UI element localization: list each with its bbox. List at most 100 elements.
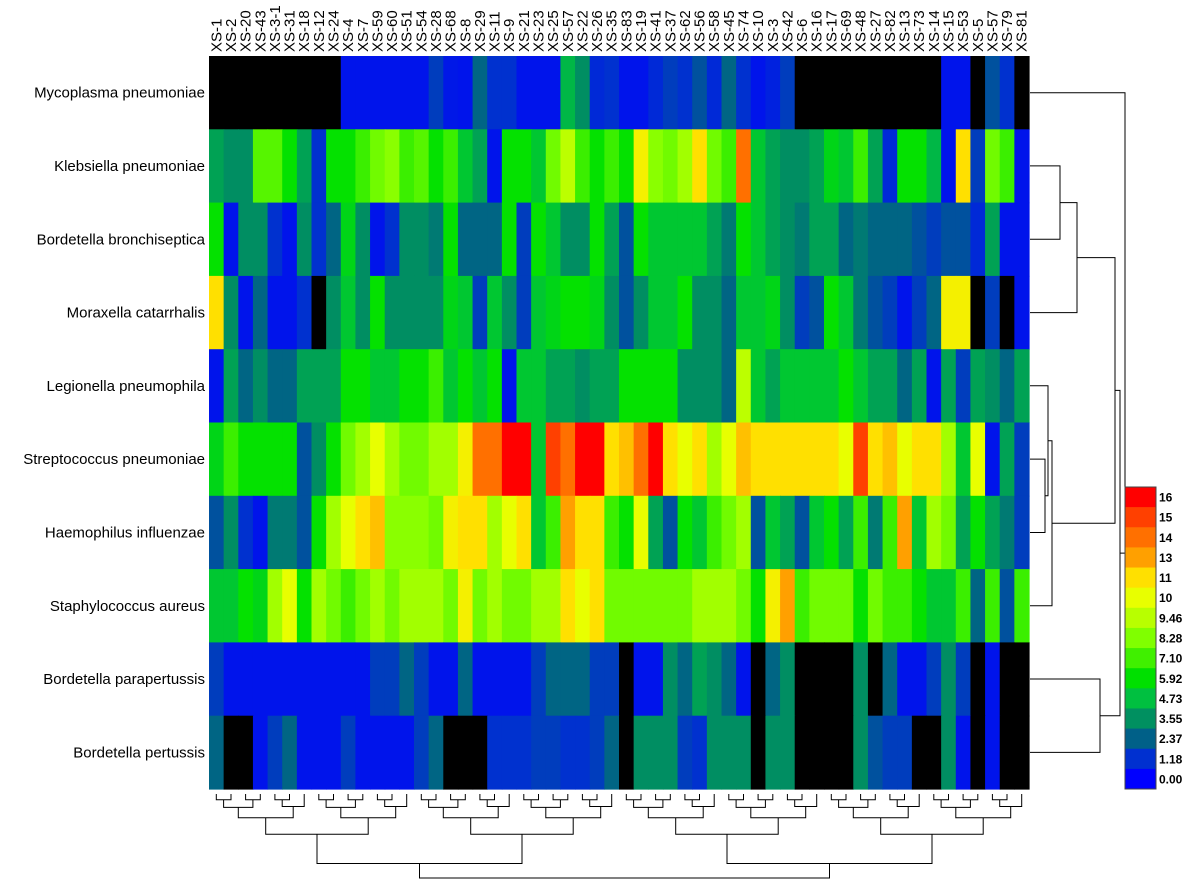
heatmap-cell [370, 422, 386, 497]
heatmap-cell [282, 202, 298, 277]
heatmap-cell [487, 495, 503, 570]
heatmap-cell [428, 495, 444, 570]
heatmap-cell [428, 569, 444, 643]
heatmap-cell [941, 422, 957, 497]
heatmap-cell [296, 202, 313, 277]
heatmap-cell [370, 495, 386, 570]
heatmap-cell [267, 56, 283, 130]
heatmap-cell [238, 202, 254, 277]
heatmap-cell [428, 422, 444, 497]
row-label: Bordetella bronchiseptica [37, 231, 206, 248]
heatmap-cell [282, 56, 298, 130]
dendrogram-branch [786, 794, 803, 801]
dendrogram-branch [750, 806, 807, 819]
heatmap-cell [531, 715, 547, 790]
heatmap-cell [955, 495, 972, 570]
heatmap-cell [501, 642, 518, 717]
column-label: XS-83 [618, 10, 635, 52]
heatmap-cell [604, 642, 620, 717]
heatmap-cell [311, 129, 327, 204]
heatmap-cell [765, 202, 781, 277]
heatmap-cell [926, 202, 942, 277]
heatmap-cell [677, 56, 693, 130]
heatmap-cell [545, 56, 562, 130]
heatmap-cell [736, 569, 752, 643]
heatmap-cell [648, 275, 664, 350]
heatmap-cell [765, 495, 781, 570]
heatmap-cell [252, 569, 269, 643]
heatmap-cell [575, 349, 591, 424]
heatmap-cell [238, 56, 254, 130]
heatmap-cell [970, 56, 986, 130]
heatmap-cell [692, 275, 708, 350]
heatmap-cell [414, 422, 430, 497]
heatmap-cell [882, 275, 898, 350]
heatmap-cell [765, 56, 781, 130]
heatmap-cell [428, 275, 444, 350]
heatmap-cell [209, 422, 225, 497]
heatmap-cell [736, 422, 752, 497]
heatmap-cell [238, 569, 254, 643]
heatmap-cell [692, 56, 708, 130]
heatmap-cell [985, 56, 1001, 130]
legend-tick-label: 5.92 [1159, 672, 1183, 686]
heatmap-cell [560, 422, 576, 497]
dendrogram-branch [880, 817, 984, 835]
heatmap-cell [1014, 642, 1030, 717]
heatmap-cell [399, 569, 415, 643]
heatmap-cell [750, 715, 767, 790]
heatmap-cell [326, 422, 342, 497]
heatmap-cell [750, 129, 767, 204]
heatmap-cell [750, 422, 767, 497]
heatmap-cell [619, 275, 635, 350]
legend-tick-label: 9.46 [1159, 611, 1183, 625]
heatmap-cell [897, 349, 913, 424]
heatmap-cell [311, 275, 327, 350]
heatmap-cell [867, 349, 884, 424]
dendrogram-branch [245, 794, 261, 801]
heatmap-cell [560, 495, 576, 570]
heatmap-cell [531, 495, 547, 570]
heatmap-cell [911, 569, 928, 643]
heatmap-cell [560, 56, 576, 130]
heatmap-cell [941, 642, 957, 717]
heatmap-cell [633, 349, 649, 424]
heatmap-cell [692, 349, 708, 424]
heatmap-cell [604, 202, 620, 277]
heatmap-cell [809, 129, 825, 204]
heatmap-cell [955, 642, 972, 717]
heatmap-cell [692, 495, 708, 570]
heatmap-cell [867, 642, 884, 717]
heatmap-cell [223, 569, 239, 643]
column-label: XS-12 [311, 10, 328, 52]
heatmap-cell [677, 129, 693, 204]
dendrogram-branch [545, 806, 602, 819]
heatmap-cell [999, 275, 1015, 350]
heatmap-cell [633, 715, 649, 790]
column-label: XS-9 [501, 19, 518, 52]
legend-tick-label: 7.10 [1159, 652, 1183, 666]
heatmap-cell [209, 129, 225, 204]
column-label: XS-27 [867, 10, 884, 52]
heatmap-cell [516, 129, 532, 204]
heatmap-cell [472, 495, 488, 570]
heatmap-cell [443, 495, 459, 570]
heatmap-cell [399, 422, 415, 497]
heatmap-cell [238, 349, 254, 424]
heatmap-cell [706, 202, 723, 277]
heatmap-cell [472, 715, 488, 790]
heatmap-cell [619, 715, 635, 790]
heatmap-cell [824, 642, 840, 717]
heatmap-cell [209, 715, 225, 790]
column-label: XS-2 [223, 19, 240, 52]
dendrogram-branch [530, 799, 561, 808]
heatmap-cell [296, 715, 313, 790]
heatmap-cell [619, 495, 635, 570]
heatmap-cell [370, 129, 386, 204]
heatmap-cell [926, 495, 942, 570]
heatmap-cell [838, 422, 854, 497]
heatmap-cell [384, 275, 400, 350]
heatmap-cell [531, 129, 547, 204]
heatmap-cell [238, 715, 254, 790]
dendrogram-branch [479, 794, 495, 801]
